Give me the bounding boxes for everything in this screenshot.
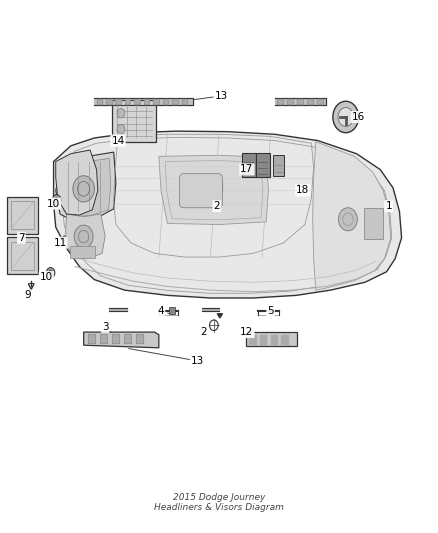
Polygon shape — [56, 150, 98, 215]
Polygon shape — [217, 314, 223, 318]
Text: 2015 Dodge Journey
Headliners & Visors Diagram: 2015 Dodge Journey Headliners & Visors D… — [154, 493, 284, 512]
Circle shape — [338, 108, 353, 126]
Text: 17: 17 — [240, 165, 254, 174]
FancyBboxPatch shape — [242, 153, 255, 177]
Circle shape — [49, 270, 53, 276]
Polygon shape — [53, 131, 402, 298]
Circle shape — [52, 195, 61, 205]
Text: 2: 2 — [214, 201, 220, 211]
Text: 10: 10 — [47, 198, 60, 208]
Text: 2: 2 — [201, 327, 207, 337]
Polygon shape — [159, 155, 268, 224]
Text: 11: 11 — [53, 238, 67, 248]
FancyBboxPatch shape — [273, 155, 284, 176]
Polygon shape — [56, 152, 116, 222]
FancyBboxPatch shape — [180, 174, 223, 208]
Circle shape — [54, 197, 59, 203]
Text: 1: 1 — [385, 201, 392, 211]
Text: 12: 12 — [240, 327, 254, 337]
Circle shape — [339, 208, 357, 231]
Text: 18: 18 — [296, 185, 309, 196]
Circle shape — [333, 101, 359, 133]
Circle shape — [117, 109, 125, 118]
Text: 3: 3 — [102, 322, 109, 332]
FancyBboxPatch shape — [71, 246, 95, 258]
Polygon shape — [61, 236, 67, 242]
Circle shape — [46, 268, 55, 278]
Polygon shape — [61, 158, 111, 216]
Text: 10: 10 — [40, 272, 53, 282]
Text: 13: 13 — [215, 91, 228, 101]
FancyBboxPatch shape — [246, 332, 297, 346]
Polygon shape — [66, 214, 105, 259]
Text: 7: 7 — [18, 232, 25, 243]
FancyBboxPatch shape — [7, 237, 38, 274]
Polygon shape — [84, 332, 159, 348]
Text: 16: 16 — [352, 112, 365, 122]
FancyBboxPatch shape — [256, 153, 270, 177]
Text: 14: 14 — [111, 135, 125, 146]
Text: 4: 4 — [158, 306, 164, 316]
FancyBboxPatch shape — [364, 208, 383, 239]
Text: 9: 9 — [25, 290, 31, 301]
Circle shape — [117, 124, 125, 134]
Text: 5: 5 — [267, 306, 274, 316]
Circle shape — [74, 225, 93, 248]
Text: 13: 13 — [191, 356, 204, 366]
FancyBboxPatch shape — [7, 197, 38, 234]
Circle shape — [73, 176, 95, 202]
FancyBboxPatch shape — [169, 307, 175, 314]
FancyBboxPatch shape — [113, 100, 156, 142]
Polygon shape — [313, 142, 391, 290]
